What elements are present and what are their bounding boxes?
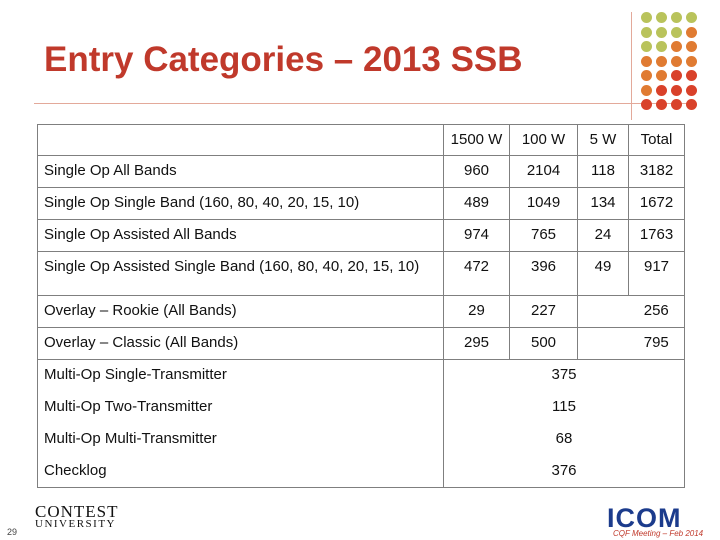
cell-total: 795 xyxy=(628,327,685,360)
table-row-merged: Multi-Op Single-Transmitter 375 xyxy=(37,359,685,392)
decorative-dot xyxy=(641,41,652,52)
cell-1500w: 489 xyxy=(443,187,510,220)
decorative-dot xyxy=(671,55,682,67)
table-header-row: 1500 W 100 W 5 W Total xyxy=(37,124,685,156)
category-cell: Multi-Op Single-Transmitter xyxy=(37,359,444,392)
contest-university-logo: CONTEST UNIVERSITY xyxy=(35,502,119,530)
category-cell: Single Op Assisted Single Band (160, 80,… xyxy=(37,251,444,296)
category-cell: Single Op Single Band (160, 80, 40, 20, … xyxy=(37,187,444,220)
cell-total: 917 xyxy=(628,251,685,296)
cell-5w xyxy=(577,327,629,360)
cell-100w: 2104 xyxy=(509,155,578,188)
category-cell: Checklog xyxy=(37,455,444,488)
table-row: Single Op All Bands 960 2104 118 3182 xyxy=(37,155,685,188)
header-1500w: 1500 W xyxy=(443,124,510,156)
cell-5w: 24 xyxy=(577,219,629,252)
cell-5w: 49 xyxy=(577,251,629,296)
header-total: Total xyxy=(628,124,685,156)
header-100w: 100 W xyxy=(509,124,578,156)
decorative-dot xyxy=(686,70,697,81)
logo-line-1: CONTEST xyxy=(35,502,119,521)
cell-100w: 227 xyxy=(509,295,578,328)
table-row: Overlay – Classic (All Bands) 295 500 79… xyxy=(37,327,685,360)
cell-1500w: 295 xyxy=(443,327,510,360)
cell-1500w: 974 xyxy=(443,219,510,252)
cell-100w: 500 xyxy=(509,327,578,360)
decorative-dot-grid xyxy=(641,12,711,112)
decorative-dot xyxy=(656,12,667,23)
divider-horizontal xyxy=(34,103,689,104)
table-row-merged: Multi-Op Multi-Transmitter 68 xyxy=(37,423,685,456)
decorative-dot xyxy=(656,55,667,67)
cell-1500w: 472 xyxy=(443,251,510,296)
decorative-dot xyxy=(671,70,682,81)
table-row-merged: Multi-Op Two-Transmitter 115 xyxy=(37,391,685,424)
decorative-dot xyxy=(686,55,697,67)
header-5w: 5 W xyxy=(577,124,629,156)
merged-value-cell: 375 xyxy=(443,359,685,392)
decorative-dot xyxy=(671,99,682,110)
cell-100w: 765 xyxy=(509,219,578,252)
cell-total: 1763 xyxy=(628,219,685,252)
cell-5w: 118 xyxy=(577,155,629,188)
icom-logo: ICOM xyxy=(607,503,682,533)
decorative-dot xyxy=(641,26,652,38)
decorative-dot xyxy=(641,70,652,81)
decorative-dot xyxy=(656,70,667,81)
cell-total: 3182 xyxy=(628,155,685,188)
category-cell: Overlay – Rookie (All Bands) xyxy=(37,295,444,328)
decorative-dot xyxy=(686,99,697,110)
cell-5w xyxy=(577,295,629,328)
decorative-dot xyxy=(671,41,682,52)
entry-categories-table: 1500 W 100 W 5 W Total Single Op All Ban… xyxy=(37,124,685,488)
decorative-dot xyxy=(641,55,652,67)
category-cell: Single Op Assisted All Bands xyxy=(37,219,444,252)
decorative-dot xyxy=(686,41,697,52)
decorative-dot xyxy=(641,12,652,23)
category-cell: Overlay – Classic (All Bands) xyxy=(37,327,444,360)
merged-value-cell: 115 xyxy=(443,391,685,424)
table-row-merged: Checklog 376 xyxy=(37,455,685,488)
table-row: Single Op Assisted Single Band (160, 80,… xyxy=(37,251,685,296)
decorative-dot xyxy=(686,84,697,96)
decorative-dot xyxy=(656,26,667,38)
slide-title: Entry Categories – 2013 SSB xyxy=(44,40,523,79)
meeting-footer: CQF Meeting – Feb 2014 xyxy=(613,529,704,538)
category-cell: Multi-Op Two-Transmitter xyxy=(37,391,444,424)
decorative-dot xyxy=(686,26,697,38)
cell-total: 256 xyxy=(628,295,685,328)
divider-vertical xyxy=(631,12,632,120)
decorative-dot xyxy=(656,41,667,52)
logo-line-2: UNIVERSITY xyxy=(35,518,116,530)
cell-100w: 396 xyxy=(509,251,578,296)
table-row: Single Op Assisted All Bands 974 765 24 … xyxy=(37,219,685,252)
cell-1500w: 29 xyxy=(443,295,510,328)
decorative-dot xyxy=(656,99,667,110)
page-number: 29 xyxy=(7,527,18,537)
merged-value-cell: 68 xyxy=(443,423,685,456)
decorative-dot xyxy=(671,26,682,38)
cell-1500w: 960 xyxy=(443,155,510,188)
category-cell: Single Op All Bands xyxy=(37,155,444,188)
merged-value-cell: 376 xyxy=(443,455,685,488)
decorative-dot xyxy=(671,84,682,96)
decorative-dot xyxy=(641,84,652,96)
decorative-dot xyxy=(671,12,682,23)
decorative-dot xyxy=(641,99,652,110)
table-row: Overlay – Rookie (All Bands) 29 227 256 xyxy=(37,295,685,328)
category-cell: Multi-Op Multi-Transmitter xyxy=(37,423,444,456)
cell-5w: 134 xyxy=(577,187,629,220)
decorative-dot xyxy=(656,84,667,96)
decorative-dot xyxy=(686,12,697,23)
table-row: Single Op Single Band (160, 80, 40, 20, … xyxy=(37,187,685,220)
cell-total: 1672 xyxy=(628,187,685,220)
header-category xyxy=(37,124,444,156)
cell-100w: 1049 xyxy=(509,187,578,220)
